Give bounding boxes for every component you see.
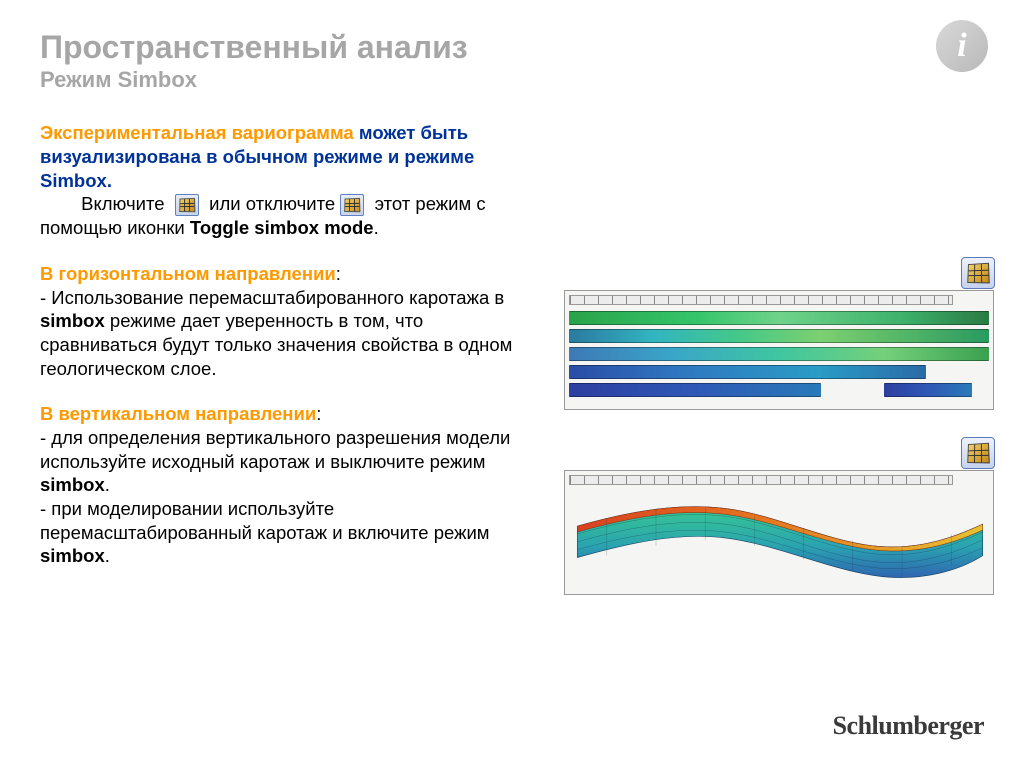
vert-l2a: - при моделировании используйте перемасш… [40,498,490,543]
geo-layer [884,383,972,397]
horiz-head: В горизонтальном направлении [40,263,336,284]
figures-column [564,290,994,655]
geo-layer [569,383,821,397]
horiz-b2: режиме дает уверенность в том, что сравн… [40,310,512,378]
vertical-block: В вертикальном направлении: - для опреде… [40,402,520,568]
horiz-b1: - Использование перемасштабированного ка… [40,287,504,308]
vert-l1b: simbox [40,474,105,495]
ruler [569,295,953,305]
slide-subtitle: Режим Simbox [40,67,984,93]
horizontal-block: В горизонтальном направлении: - Использо… [40,262,520,380]
schlumberger-logo: Schlumberger [833,711,984,741]
geo-layer [569,365,926,379]
geo-layer [569,329,989,343]
simbox-on-icon [175,194,199,216]
toggle-paragraph: Включите или отключите этот режим с помо… [40,192,520,240]
toggle-indent [40,193,81,214]
cube-icon [967,263,990,284]
vert-head: В вертикальном направлении [40,403,316,424]
intro-paragraph: Экспериментальная вариограмма может быть… [40,121,520,192]
toggle-t2: или отключите [209,193,340,214]
simbox-toggle-button-2[interactable] [961,437,995,469]
slide-title: Пространственный анализ [40,30,984,65]
cube-icon [967,443,990,464]
geo-layer [569,347,989,361]
text-column: Экспериментальная вариограмма может быть… [40,121,520,568]
toggle-bold: Toggle simbox mode [190,217,374,238]
simbox-off-icon [340,194,364,216]
vert-l1a: - для определения вертикального разрешен… [40,427,510,472]
layer-stack [569,311,989,403]
vert-l2b: simbox [40,545,105,566]
figure-horizontal [564,290,994,410]
simbox-toggle-button-1[interactable] [961,257,995,289]
horiz-simbox: simbox [40,310,105,331]
toggle-t1: Включите [81,193,170,214]
info-icon: i [936,20,988,72]
highlight-lead: Экспериментальная вариограмма [40,122,354,143]
figure-vertical [564,470,994,595]
cross-section [565,471,993,594]
geo-layer [569,311,989,325]
slide: i Пространственный анализ Режим Simbox Э… [0,0,1024,767]
